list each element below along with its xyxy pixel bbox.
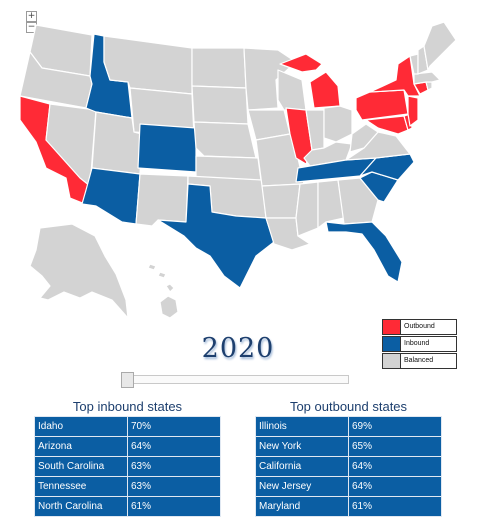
state-cell: Idaho xyxy=(34,416,128,437)
table-row: Arizona 64% xyxy=(34,436,221,457)
table-row: New Jersey 64% xyxy=(255,476,442,497)
state-cell: California xyxy=(255,456,349,477)
legend-item-outbound: Outbound xyxy=(382,319,457,335)
state-cell: South Carolina xyxy=(34,456,128,477)
legend-label-outbound: Outbound xyxy=(404,323,435,330)
table-row: New York 65% xyxy=(255,436,442,457)
legend-swatch-outbound xyxy=(383,320,401,334)
year-label: 2020 xyxy=(201,333,275,364)
florida[interactable] xyxy=(325,221,403,283)
north-dakota[interactable] xyxy=(191,47,247,89)
pct-cell: 61% xyxy=(127,496,221,517)
table-row: South Carolina 63% xyxy=(34,456,221,477)
legend-item-balanced: Balanced xyxy=(382,353,457,369)
alabama[interactable] xyxy=(317,179,345,229)
outbound-table: Top outbound states Illinois 69% New York… xyxy=(255,399,442,517)
pct-cell: 63% xyxy=(127,476,221,497)
legend-swatch-balanced xyxy=(383,354,401,368)
arkansas[interactable] xyxy=(261,183,301,219)
texas[interactable] xyxy=(157,183,275,289)
year-slider[interactable] xyxy=(121,372,349,388)
maryland[interactable] xyxy=(365,115,409,135)
zoom-in-button[interactable]: + xyxy=(26,11,37,22)
missouri[interactable] xyxy=(255,133,305,187)
inbound-table: Top inbound states Idaho 70% Arizona 64% S… xyxy=(34,399,221,517)
state-cell: Tennessee xyxy=(34,476,128,497)
pct-cell: 70% xyxy=(127,416,221,437)
state-cell: New York xyxy=(255,436,349,457)
pct-cell: 64% xyxy=(348,456,442,477)
nebraska[interactable] xyxy=(193,121,257,159)
state-cell: North Carolina xyxy=(34,496,128,517)
arizona[interactable] xyxy=(81,167,141,225)
alaska[interactable] xyxy=(29,223,129,319)
new-jersey[interactable] xyxy=(407,95,419,127)
pct-cell: 61% xyxy=(348,496,442,517)
state-cell: Illinois xyxy=(255,416,349,437)
table-row: North Carolina 61% xyxy=(34,496,221,517)
us-map xyxy=(19,21,457,319)
pct-cell: 64% xyxy=(348,476,442,497)
massachusetts[interactable] xyxy=(413,71,441,85)
legend-label-inbound: Inbound xyxy=(404,340,430,347)
legend-swatch-inbound xyxy=(383,337,401,351)
legend-item-inbound: Inbound xyxy=(382,336,457,352)
inbound-table-title: Top inbound states xyxy=(72,399,183,414)
state-cell: New Jersey xyxy=(255,476,349,497)
south-dakota[interactable] xyxy=(191,85,249,125)
michigan[interactable] xyxy=(279,53,341,109)
table-row: Tennessee 63% xyxy=(34,476,221,497)
state-cell: Arizona xyxy=(34,436,128,457)
pct-cell: 64% xyxy=(127,436,221,457)
outbound-table-title: Top outbound states xyxy=(289,399,408,414)
map-legend: Outbound Inbound Balanced xyxy=(382,319,457,370)
maine[interactable] xyxy=(423,21,457,71)
table-row: Maryland 61% xyxy=(255,496,442,517)
wisconsin[interactable] xyxy=(277,69,307,111)
table-row: Idaho 70% xyxy=(34,416,221,437)
mississippi[interactable] xyxy=(295,181,319,237)
legend-label-balanced: Balanced xyxy=(404,357,434,364)
hawaii[interactable] xyxy=(147,263,179,319)
pct-cell: 69% xyxy=(348,416,442,437)
state-cell: Maryland xyxy=(255,496,349,517)
west-virginia[interactable] xyxy=(349,123,379,153)
table-row: California 64% xyxy=(255,456,442,477)
ohio[interactable] xyxy=(323,105,353,143)
pct-cell: 63% xyxy=(127,456,221,477)
colorado[interactable] xyxy=(137,123,197,173)
pennsylvania[interactable] xyxy=(355,89,409,121)
table-row: Illinois 69% xyxy=(255,416,442,437)
year-slider-handle[interactable] xyxy=(121,372,134,388)
georgia[interactable] xyxy=(337,177,379,225)
new-mexico[interactable] xyxy=(135,173,189,227)
pct-cell: 65% xyxy=(348,436,442,457)
